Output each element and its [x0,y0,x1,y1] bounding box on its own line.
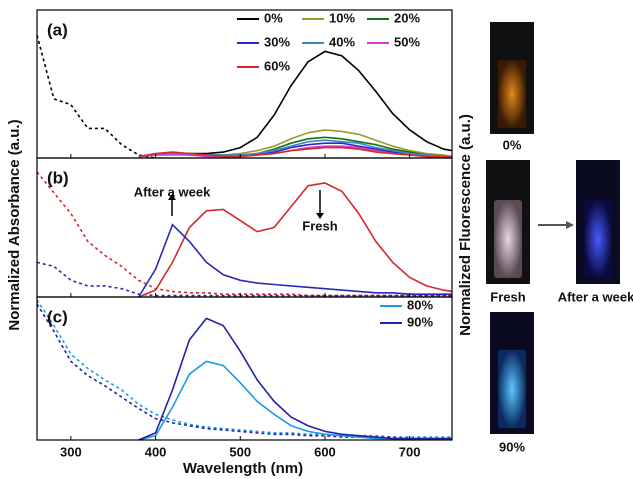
photos: 0% Fresh After a week 90% [486,22,633,454]
legend-label: 80% [407,297,433,312]
photo-label: 90% [499,439,525,454]
fluorescence-line [139,361,452,440]
legend-label: 50% [394,34,420,49]
figure: Normalized Absorbance (a.u.) Normalized … [0,0,633,479]
x-axis-label: Wavelength (nm) [183,460,303,477]
arrow-head [566,221,574,229]
x-tick-label: 300 [60,444,82,459]
absorbance-line [37,300,452,437]
panel-frame [37,297,452,440]
absorbance-line [37,304,452,439]
legend-label: 10% [329,10,355,25]
annotation: Fresh [302,218,337,233]
panel-label: (a) [47,20,68,39]
x-tick-label: 500 [229,444,251,459]
vial [498,60,526,128]
vial [498,350,526,428]
panel-frame [37,10,452,158]
legend-label: 0% [264,10,283,25]
photo-label: 0% [503,137,522,152]
x-tick-label: 600 [314,444,336,459]
legend-label: 30% [264,34,290,49]
legend-label: 40% [329,34,355,49]
photo-label: Fresh [490,289,525,304]
photo-label: After a week [558,289,633,304]
x-tick-label: 700 [399,444,421,459]
legend-label: 20% [394,10,420,25]
absorbance-line [37,35,156,158]
absorbance-line [37,172,452,296]
vial [494,200,522,278]
legend-label: 90% [407,314,433,329]
x-tick-label: 400 [145,444,167,459]
panel-label: (b) [47,168,69,187]
fluorescence-line [139,51,452,156]
y-axis-label: Normalized Absorbance (a.u.) [6,119,23,330]
fluorescence-line [139,183,452,297]
panel-frame [37,158,452,297]
legend-label: 60% [264,58,290,73]
y-axis-label-right: Normalized Fluorescence (a.u.) [457,114,474,336]
absorbance-line [37,262,452,295]
panel-label: (c) [47,307,68,326]
fluorescence-line [139,318,452,440]
vial [584,200,612,278]
